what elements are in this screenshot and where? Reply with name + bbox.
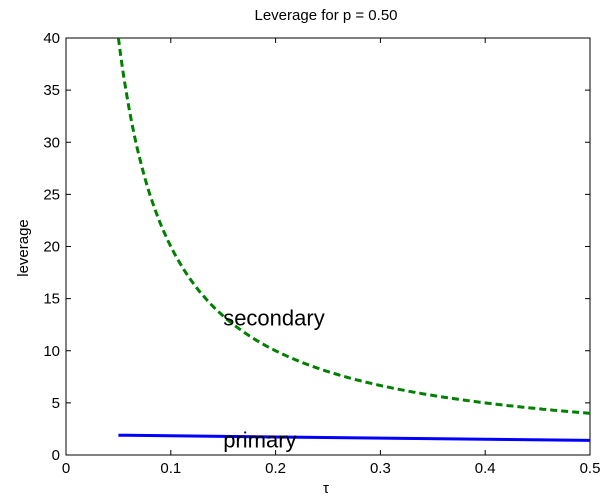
x-tick-label: 0.4 (475, 460, 496, 477)
plot-frame (65, 37, 591, 456)
x-tick-label: 0 (62, 460, 70, 477)
chart-title: Leverage for p = 0.50 (254, 7, 397, 24)
y-tick-label: 40 (43, 30, 60, 47)
y-tick-label: 20 (43, 239, 60, 256)
y-tick-label: 30 (43, 134, 60, 151)
annotation-secondary: secondary (223, 305, 325, 330)
y-tick-label: 35 (43, 82, 60, 99)
annotation-primary: primary (223, 427, 296, 452)
plot-area: 0 0.1 0.2 0.3 0.4 0.5 0 5 10 15 20 25 30 35 40 secondar… (43, 30, 600, 477)
x-tick-label: 0.2 (265, 460, 286, 477)
y-tick-label: 5 (52, 395, 60, 412)
y-tick-label: 25 (43, 186, 60, 203)
x-tick-label: 0.3 (370, 460, 391, 477)
x-tick-label: 0.5 (580, 460, 601, 477)
x-tick-label: 0.1 (160, 460, 181, 477)
y-tick-label: 10 (43, 343, 60, 360)
x-axis-title: τ (323, 480, 329, 496)
y-tick-label: 0 (52, 447, 60, 464)
series-line-secondary (116, 38, 590, 415)
y-axis-title: leverage (15, 219, 32, 277)
y-tick-label: 15 (43, 291, 60, 308)
series-line-primary (118, 433, 590, 442)
